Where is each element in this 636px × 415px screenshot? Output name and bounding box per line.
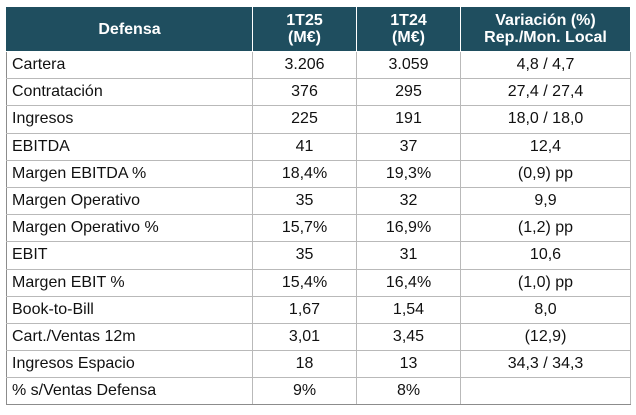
header-variation-subtitle: Rep./Mon. Local (484, 29, 607, 46)
value-variation: (0,9) pp (460, 159, 631, 188)
defensa-table-container: Defensa 1T25 (M€) 1T24 (M€) Variación (%… (6, 6, 631, 406)
table-row: Margen EBITDA % 18,4% 19,3% (0,9) pp (6, 159, 631, 188)
value-1t24: 1,54 (356, 295, 461, 324)
header-segment-label: Defensa (98, 20, 161, 38)
table-row: Margen EBIT % 15,4% 16,4% (1,0) pp (6, 268, 631, 297)
row-label: Book-to-Bill (6, 295, 253, 324)
value-1t25: 15,4% (252, 268, 357, 297)
table-row: Book-to-Bill 1,67 1,54 8,0 (6, 295, 631, 324)
header-1t24: 1T24 (M€) (356, 6, 461, 52)
value-1t25: 18 (252, 350, 357, 379)
value-variation: (1,2) pp (460, 214, 631, 243)
value-variation: 27,4 / 27,4 (460, 78, 631, 107)
row-label: Contratación (6, 78, 253, 107)
value-variation: 18,0 / 18,0 (460, 105, 631, 134)
value-variation: (12,9) (460, 322, 631, 352)
value-1t24: 13 (356, 350, 461, 379)
header-1t25-period: 1T25 (286, 12, 323, 29)
header-variation-title: Variación (%) (495, 12, 596, 29)
header-1t24-period: 1T24 (390, 12, 427, 29)
value-1t25: 1,67 (252, 295, 357, 324)
table-row: EBIT 35 31 10,6 (6, 241, 631, 270)
row-label: Margen EBITDA % (6, 159, 253, 188)
row-label: % s/Ventas Defensa (6, 377, 253, 406)
row-label: Cart./Ventas 12m (6, 322, 253, 352)
value-1t24: 32 (356, 186, 461, 216)
value-1t24: 16,4% (356, 268, 461, 297)
row-label: Cartera (6, 50, 253, 80)
value-1t25: 18,4% (252, 159, 357, 188)
value-1t24: 295 (356, 78, 461, 107)
header-segment: Defensa (6, 6, 253, 52)
value-variation: 34,3 / 34,3 (460, 350, 631, 379)
table-row: Cart./Ventas 12m 3,01 3,45 (12,9) (6, 322, 631, 352)
value-1t25: 35 (252, 241, 357, 270)
value-1t25: 3.206 (252, 50, 357, 80)
table-row: Margen Operativo % 15,7% 16,9% (1,2) pp (6, 214, 631, 243)
row-label: EBITDA (6, 132, 253, 161)
value-1t24: 19,3% (356, 159, 461, 188)
row-label: Margen Operativo % (6, 214, 253, 243)
value-1t25: 3,01 (252, 322, 357, 352)
header-1t25: 1T25 (M€) (252, 6, 357, 52)
value-1t24: 8% (356, 377, 461, 406)
table-body: Cartera 3.206 3.059 4,8 / 4,7 Contrataci… (6, 50, 631, 406)
table-row: Ingresos Espacio 18 13 34,3 / 34,3 (6, 350, 631, 379)
row-label: EBIT (6, 241, 253, 270)
header-row: Defensa 1T25 (M€) 1T24 (M€) Variación (%… (6, 6, 631, 52)
value-variation: 4,8 / 4,7 (460, 50, 631, 80)
table-row: Ingresos 225 191 18,0 / 18,0 (6, 105, 631, 134)
value-1t24: 191 (356, 105, 461, 134)
value-1t24: 37 (356, 132, 461, 161)
row-label: Ingresos Espacio (6, 350, 253, 379)
value-1t24: 3,45 (356, 322, 461, 352)
value-1t24: 3.059 (356, 50, 461, 80)
value-1t25: 15,7% (252, 214, 357, 243)
value-variation: 8,0 (460, 295, 631, 324)
value-variation: 9,9 (460, 186, 631, 216)
table-row: % s/Ventas Defensa 9% 8% (6, 377, 631, 406)
table-row: Cartera 3.206 3.059 4,8 / 4,7 (6, 50, 631, 80)
table-row: Contratación 376 295 27,4 / 27,4 (6, 78, 631, 107)
row-label: Margen Operativo (6, 186, 253, 216)
header-1t24-unit: (M€) (392, 29, 425, 46)
value-1t25: 376 (252, 78, 357, 107)
defensa-table: Defensa 1T25 (M€) 1T24 (M€) Variación (%… (6, 6, 631, 406)
table-header: Defensa 1T25 (M€) 1T24 (M€) Variación (%… (6, 6, 631, 52)
value-variation: (1,0) pp (460, 268, 631, 297)
header-variation: Variación (%) Rep./Mon. Local (460, 6, 631, 52)
row-label: Ingresos (6, 105, 253, 134)
value-1t25: 9% (252, 377, 357, 406)
value-1t25: 41 (252, 132, 357, 161)
row-label: Margen EBIT % (6, 268, 253, 297)
value-1t25: 225 (252, 105, 357, 134)
value-1t24: 31 (356, 241, 461, 270)
value-variation: 12,4 (460, 132, 631, 161)
header-1t25-unit: (M€) (288, 29, 321, 46)
value-variation (460, 377, 631, 406)
value-variation: 10,6 (460, 241, 631, 270)
value-1t25: 35 (252, 186, 357, 216)
table-row: Margen Operativo 35 32 9,9 (6, 186, 631, 216)
value-1t24: 16,9% (356, 214, 461, 243)
table-row: EBITDA 41 37 12,4 (6, 132, 631, 161)
